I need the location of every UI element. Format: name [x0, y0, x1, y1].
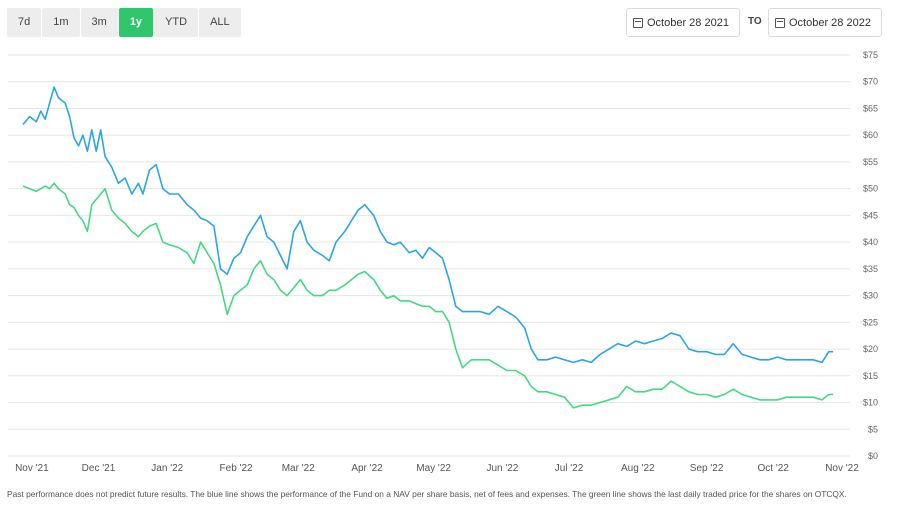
x-tick-label: Dec '21 — [82, 463, 116, 474]
y-tick-label: $45 — [863, 210, 878, 220]
x-tick-label: Nov '21 — [15, 463, 49, 474]
x-tick-label: Jun '22 — [486, 463, 518, 474]
nav-series-line — [22, 86, 834, 364]
range-button-all[interactable]: ALL — [199, 8, 241, 37]
x-tick-label: Oct '22 — [758, 463, 790, 474]
y-tick-label: $40 — [863, 237, 878, 247]
x-tick-label: Jan '22 — [151, 463, 183, 474]
x-tick-label: Mar '22 — [282, 463, 315, 474]
range-button-1m[interactable]: 1m — [42, 8, 80, 37]
y-tick-label: $25 — [863, 317, 878, 327]
y-tick-label: $10 — [863, 398, 878, 408]
y-tick-label: $70 — [863, 77, 878, 87]
calendar-icon — [633, 17, 643, 28]
x-tick-label: Aug '22 — [621, 463, 655, 474]
date-range-to-label: TO — [748, 16, 762, 27]
y-tick-label: $0 — [868, 451, 878, 461]
footnote: Past performance does not predict future… — [7, 489, 847, 499]
range-button-ytd[interactable]: YTD — [154, 8, 199, 37]
y-tick-label: $55 — [863, 157, 878, 167]
y-tick-label: $20 — [863, 344, 878, 354]
x-tick-label: Apr '22 — [351, 463, 383, 474]
x-tick-label: May '22 — [416, 463, 451, 474]
y-tick-label: $65 — [863, 103, 878, 113]
calendar-icon — [775, 17, 785, 28]
price-series-line — [22, 182, 834, 409]
x-tick-label: Jul '22 — [555, 463, 584, 474]
y-tick-label: $75 — [863, 50, 878, 60]
range-button-1y[interactable]: 1y — [118, 8, 154, 37]
y-tick-label: $60 — [863, 130, 878, 140]
y-tick-label: $50 — [863, 184, 878, 194]
date-to-field[interactable]: October 28 2022 — [768, 8, 882, 37]
x-tick-label: Nov '22 — [825, 463, 859, 474]
y-tick-label: $35 — [863, 264, 878, 274]
range-button-7d[interactable]: 7d — [7, 8, 42, 37]
y-tick-label: $30 — [863, 291, 878, 301]
y-tick-label: $15 — [863, 371, 878, 381]
x-tick-label: Sep '22 — [690, 463, 724, 474]
date-to-value: October 28 2022 — [789, 16, 871, 29]
price-chart: $0 $5 $10 $15 $20 $25 $30 $35 $40 $45 $50 $55 $60 $65… — [8, 50, 878, 474]
x-tick-label: Feb '22 — [220, 463, 253, 474]
date-from-field[interactable]: October 28 2021 — [626, 8, 740, 37]
date-from-value: October 28 2021 — [647, 16, 729, 29]
range-selector: 7d 1m 3m 1y YTD ALL — [7, 8, 241, 37]
range-button-3m[interactable]: 3m — [80, 8, 118, 37]
y-tick-label: $5 — [868, 424, 878, 434]
